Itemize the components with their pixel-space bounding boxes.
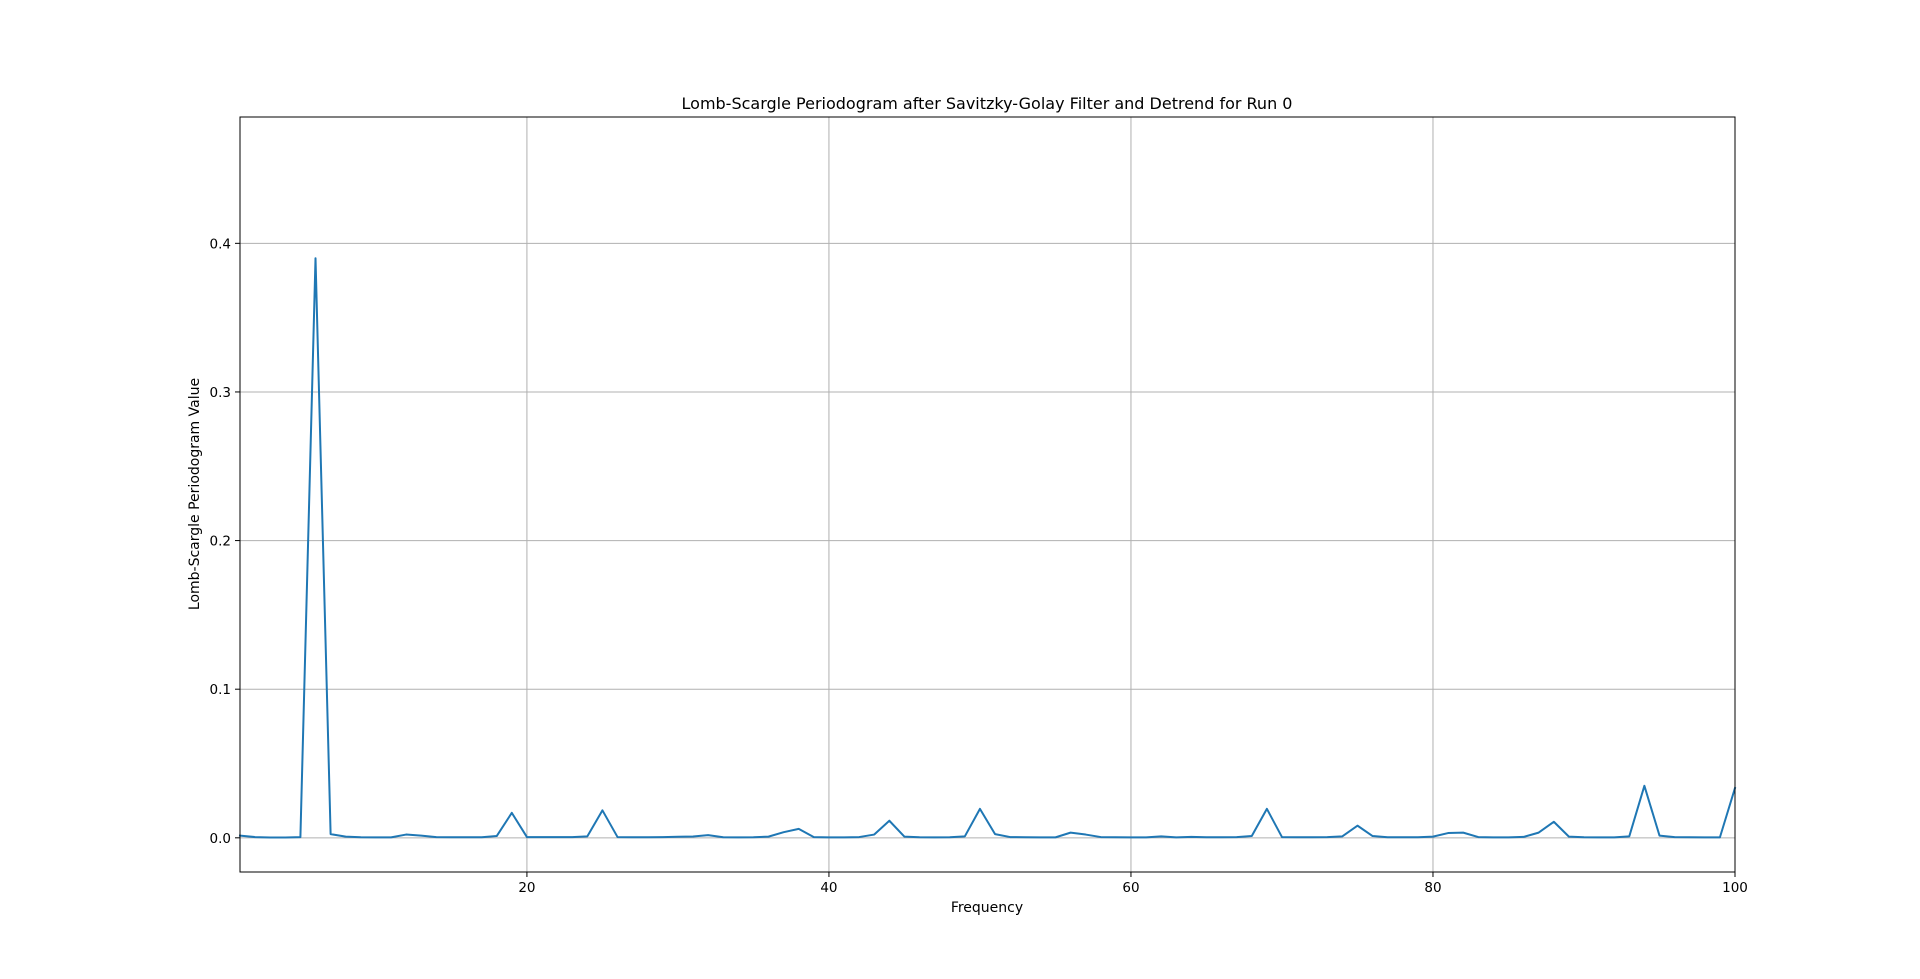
grid-lines — [240, 117, 1736, 872]
y-axis-label: Lomb-Scargle Periodogram Value — [187, 378, 203, 610]
chart-title: Lomb-Scargle Periodogram after Savitzky-… — [682, 94, 1293, 113]
x-tick-label: 40 — [820, 880, 837, 896]
x-tick-label: 100 — [1722, 880, 1748, 896]
y-tick-label: 0.1 — [210, 682, 231, 698]
x-tick-label: 20 — [518, 880, 535, 896]
y-tick-label: 0.2 — [210, 534, 231, 550]
y-tick-label: 0.0 — [210, 831, 231, 847]
y-tick-label: 0.4 — [210, 236, 231, 252]
plot-frame — [239, 116, 1736, 873]
y-tick-label: 0.3 — [210, 385, 231, 401]
series-line — [238, 257, 1737, 839]
x-tick-label: 80 — [1424, 880, 1441, 896]
data-layer — [238, 257, 1737, 839]
x-axis-ticks: 20 40 60 80 100 — [518, 872, 1748, 896]
y-axis-ticks: 0.0 0.1 0.2 0.3 0.4 — [210, 236, 240, 847]
x-axis-label: Frequency — [951, 900, 1023, 916]
x-tick-label: 60 — [1122, 880, 1139, 896]
